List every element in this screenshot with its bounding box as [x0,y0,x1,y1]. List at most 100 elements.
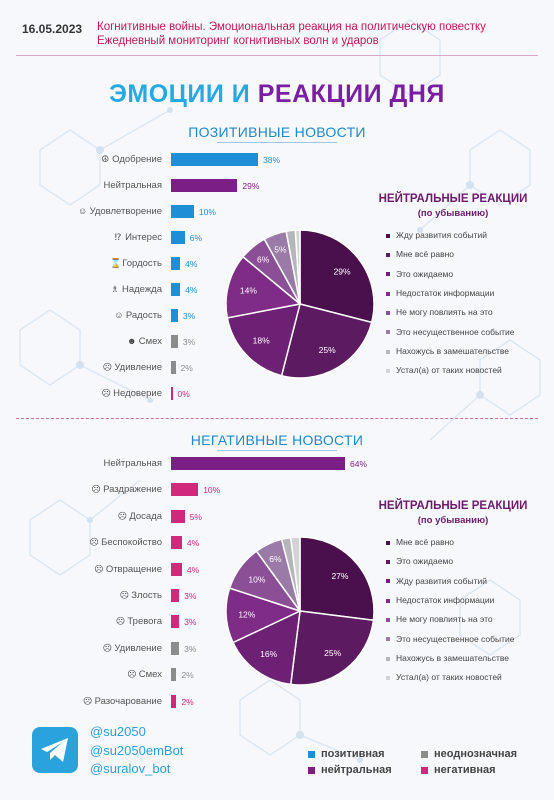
pie-legend-item: Мне всё равно [386,249,454,259]
bar-category-label: ☻ Смех [2,336,162,347]
legend-marker [386,272,390,277]
pie-slice-label: 6% [269,554,282,564]
pie-slice [232,609,301,686]
legend-label: Устал(а) от таких новостей [396,365,502,376]
bar [171,509,185,523]
pos-pie-legend-title: НЕЙТРАЛЬНЫЕ РЕАКЦИИ [378,193,528,205]
main-title-part1: ЭМОЦИИ И [109,80,251,108]
bar-category-text: Досада [129,510,162,522]
pie-slice [289,610,375,686]
bar [171,231,185,244]
bar-category-text: Удивление [114,642,162,654]
bar [171,536,182,550]
category-legend-label: негативная [434,764,496,776]
bar-value-label: 3% [184,591,197,601]
emotion-icon: ☺ [77,206,88,216]
emotion-icon: ☹ [115,616,126,627]
negative-news-underline [217,450,337,451]
bar-value-label: 3% [182,311,196,321]
pie-legend-item: Жду развития событий [386,230,487,240]
emotion-icon: ☹ [94,563,104,574]
pie-slice-label: 25% [324,648,341,658]
bar-value-label: 3% [184,643,197,654]
emotion-icon: ☹ [102,642,113,653]
bar-value-label: 3% [184,617,197,628]
category-legend-item: позитивная [308,748,385,760]
pie-slice [280,303,373,379]
legend-label: Жду развития событий [396,575,487,586]
report-date: 16.05.2023 [22,22,83,36]
bar-category-text: Интерес [125,232,162,243]
legend-label: Это несущественное событие [396,633,515,644]
emotion-icon: ☹ [117,510,127,521]
pie-legend-item: Устал(а) от таких новостей [386,365,502,375]
legend-label: Недостаток информации [396,287,495,298]
bar-value-label: 5% [189,511,202,522]
telegram-logo[interactable] [32,727,78,773]
bar-category-text: Гордость [122,258,162,269]
bar-value-label: 2% [180,363,193,373]
bar [171,179,238,192]
category-legend-label: нейтральная [321,764,392,776]
pie-slice [226,303,302,377]
bar-category-label: ♗ Надежда [2,284,162,295]
emotion-icon: ♗ [110,284,119,294]
legend-label: Мне всё равно [396,537,455,547]
bar-category-label: ☹ Тревога [2,616,162,627]
legend-label: Не могу повлиять на это [396,307,493,318]
emotion-icon: ☹ [102,362,113,372]
legend-marker [386,598,390,603]
category-legend-item: негативная [421,764,496,776]
bar-category-text: Тревога [127,616,162,628]
pie-slice-label: 27% [331,571,348,581]
emotion-icon: ☹ [119,590,129,600]
bar-category-label: ☹ Отвращение [2,564,162,575]
legend-label: Нахожусь в замешательстве [396,652,509,663]
emotion-icon: ☮ [101,154,110,164]
legend-marker [386,656,390,661]
pie-slice [289,536,301,612]
bar-category-label: ☹ Злость [2,590,162,601]
bar-category-label: Нейтральная [2,180,162,191]
pie-slice-label: 29% [334,266,351,276]
legend-marker [386,675,390,680]
handle-1[interactable]: @su2050 [90,724,146,739]
telegram-icon [41,738,68,762]
bar [171,483,199,497]
bar [171,335,178,348]
handle-2[interactable]: @su2050emBot [90,743,184,758]
bar-category-label: ☺ Радость [2,310,162,321]
handle-3[interactable]: @suralov_bot [90,761,171,776]
emotion-icon: ⁉ [114,232,122,242]
legend-label: Жду развития событий [396,230,487,240]
bar-value-label: 3% [182,337,196,347]
bar-category-label: Нейтральная [2,458,162,469]
pie-slice [225,255,302,319]
legend-label: Это ожидаемо [396,556,454,567]
report-title: Когнитивные войны. Эмоциональная реакция… [97,21,486,33]
legend-label: Это несущественное событие [396,326,515,337]
bar [171,283,181,296]
pie-slice [299,536,375,622]
bar-category-label: ☹ Недоверие [2,388,162,399]
pie-slice-label: 6% [257,255,270,265]
category-legend-marker [421,766,428,774]
bar-category-label: ⁉ Интерес [2,232,162,243]
bar [171,361,176,374]
legend-label: Это ожидаемо [396,268,454,279]
bar-category-label: ☹ Беспокойство [2,537,162,548]
bar [171,257,181,270]
category-legend-marker [308,766,315,774]
pos-pie-legend-subtitle: (по убыванию) [417,208,489,219]
pie-legend-item: Не могу повлиять на это [386,614,493,624]
bar-value-label: 6% [189,233,203,243]
pie-slice-label: 14% [240,286,257,296]
bar [171,589,180,602]
bar [171,457,345,470]
legend-marker [386,310,390,315]
legend-marker [386,291,390,296]
bar-category-text: Беспокойство [101,537,162,549]
bar-category-label: ☹ Досада [2,511,162,522]
neg-pie-legend-title: НЕЙТРАЛЬНЫЕ РЕАКЦИИ [378,500,528,512]
